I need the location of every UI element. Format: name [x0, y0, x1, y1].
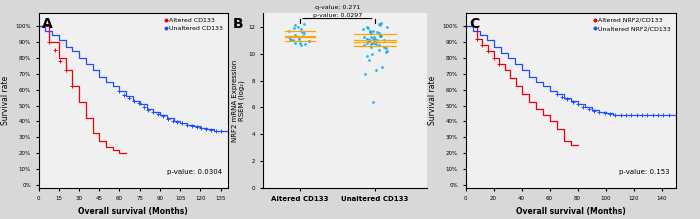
Point: [298, 34, 309, 38]
Point: [361, 37, 372, 41]
Point: [361, 37, 372, 41]
Point: [366, 45, 377, 49]
Point: [367, 41, 378, 44]
Point: [293, 37, 304, 41]
Point: [299, 22, 310, 26]
Point: [374, 48, 385, 51]
Text: p-value: 0.0297: p-value: 0.0297: [313, 13, 362, 18]
Point: [379, 45, 390, 49]
Point: [362, 26, 373, 30]
Point: [365, 32, 377, 35]
Point: [376, 34, 387, 38]
Point: [295, 41, 306, 44]
Point: [284, 37, 295, 41]
Point: [364, 58, 375, 62]
Point: [365, 42, 377, 46]
Point: [374, 33, 386, 36]
Text: B: B: [233, 17, 244, 31]
Point: [362, 25, 373, 28]
Point: [289, 33, 300, 36]
Point: [357, 28, 368, 31]
Point: [362, 55, 373, 58]
Text: C: C: [470, 17, 480, 31]
Point: [363, 38, 374, 42]
X-axis label: Overall survival (Months): Overall survival (Months): [78, 207, 188, 215]
Point: [375, 21, 386, 24]
Point: [368, 40, 379, 43]
Point: [303, 40, 314, 43]
Point: [358, 36, 369, 39]
Point: [370, 68, 382, 71]
Point: [290, 41, 301, 44]
Point: [299, 42, 310, 46]
X-axis label: Overall survival (Months): Overall survival (Months): [516, 207, 625, 215]
Point: [284, 29, 295, 32]
Point: [296, 30, 307, 34]
Point: [363, 40, 374, 43]
Legend: Altered CD133, Unaltered CD133: Altered CD133, Unaltered CD133: [164, 16, 225, 33]
Point: [374, 34, 386, 38]
Point: [358, 44, 370, 47]
Point: [295, 44, 307, 47]
Point: [363, 40, 374, 43]
Point: [303, 40, 314, 43]
Point: [374, 32, 385, 35]
Point: [362, 41, 373, 44]
Point: [370, 42, 382, 46]
Point: [382, 25, 393, 28]
Point: [288, 38, 299, 42]
Point: [365, 30, 376, 34]
Text: q-value: 0.271: q-value: 0.271: [314, 5, 360, 11]
Point: [369, 36, 380, 39]
Point: [289, 23, 300, 27]
Point: [365, 29, 376, 32]
Point: [286, 38, 297, 42]
Point: [293, 25, 304, 28]
Point: [360, 72, 371, 76]
Y-axis label: Survival rate: Survival rate: [1, 76, 10, 125]
Point: [366, 52, 377, 55]
Point: [298, 32, 309, 35]
Point: [289, 26, 300, 30]
Point: [382, 49, 393, 53]
Point: [368, 100, 379, 104]
Point: [368, 41, 379, 44]
Point: [363, 38, 374, 42]
Point: [381, 50, 392, 54]
Point: [373, 22, 384, 26]
Point: [284, 36, 295, 39]
Point: [371, 30, 382, 34]
Point: [372, 38, 383, 42]
Point: [368, 37, 379, 41]
Point: [365, 36, 377, 39]
Point: [370, 37, 381, 41]
Text: p-value: 0.0304: p-value: 0.0304: [167, 169, 222, 175]
Y-axis label: NRF2 mRNA Expression
RSEM (log₂): NRF2 mRNA Expression RSEM (log₂): [232, 60, 245, 142]
Point: [379, 38, 390, 42]
Point: [293, 36, 304, 39]
Point: [380, 46, 391, 50]
Point: [374, 23, 386, 27]
Point: [295, 28, 307, 31]
Y-axis label: Survival rate: Survival rate: [428, 76, 437, 125]
Point: [374, 33, 386, 36]
Legend: Altered NRF2/CD133, Unaltered NRF2/CD133: Altered NRF2/CD133, Unaltered NRF2/CD133: [593, 16, 673, 33]
Point: [368, 29, 379, 32]
Point: [377, 65, 388, 69]
Point: [373, 44, 384, 47]
Text: A: A: [42, 17, 53, 31]
Text: p-value: 0.153: p-value: 0.153: [619, 169, 669, 175]
